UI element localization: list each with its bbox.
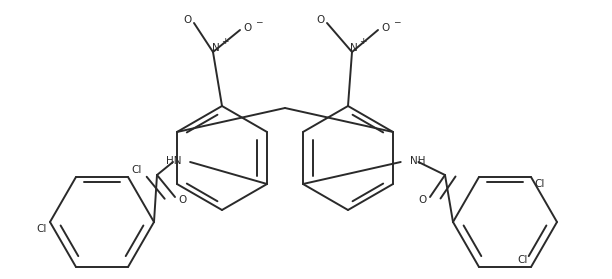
Text: −: − (393, 18, 400, 27)
Text: Cl: Cl (36, 224, 47, 234)
Text: +: + (359, 37, 367, 46)
Text: HN: HN (166, 156, 182, 166)
Text: N: N (350, 43, 357, 53)
Text: Cl: Cl (132, 165, 142, 175)
Text: O: O (381, 23, 389, 33)
Text: O: O (243, 23, 252, 33)
Text: Cl: Cl (535, 179, 545, 189)
Text: NH: NH (410, 156, 425, 166)
Text: O: O (418, 195, 426, 205)
Text: −: − (255, 18, 262, 27)
Text: O: O (179, 195, 187, 205)
Text: Cl: Cl (517, 255, 528, 265)
Text: +: + (222, 37, 229, 46)
Text: N: N (212, 43, 220, 53)
Text: O: O (317, 15, 325, 25)
Text: O: O (184, 15, 192, 25)
